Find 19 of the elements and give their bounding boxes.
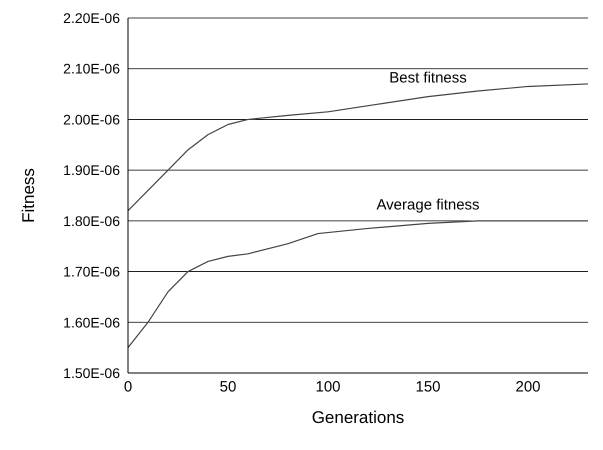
- x-axis-title: Generations: [312, 408, 404, 427]
- y-tick-label: 1.50E-06: [63, 364, 120, 381]
- y-tick-label: 1.80E-06: [63, 212, 120, 229]
- line-series: [128, 220, 588, 348]
- y-tick-label: 1.70E-06: [63, 264, 120, 280]
- line-series: [128, 83, 588, 212]
- x-tick-label: 0: [124, 378, 132, 396]
- y-tick-label: 1.60E-06: [63, 314, 120, 330]
- series-label: Best fitness: [389, 70, 467, 87]
- x-tick-label: 150: [415, 378, 441, 396]
- y-tick-label: 1.90E-06: [63, 162, 120, 178]
- x-tick-label: 50: [220, 378, 236, 396]
- y-tick-label: 2.20E-06: [63, 10, 120, 26]
- y-tick-label: 2.00E-06: [63, 111, 120, 128]
- y-tick-label: 2.10E-06: [63, 60, 120, 77]
- x-tick-label: 200: [515, 378, 541, 396]
- series-label: Average fitness: [376, 196, 480, 214]
- x-tick-label: 100: [315, 378, 341, 396]
- y-axis-title: Fitness: [19, 168, 38, 223]
